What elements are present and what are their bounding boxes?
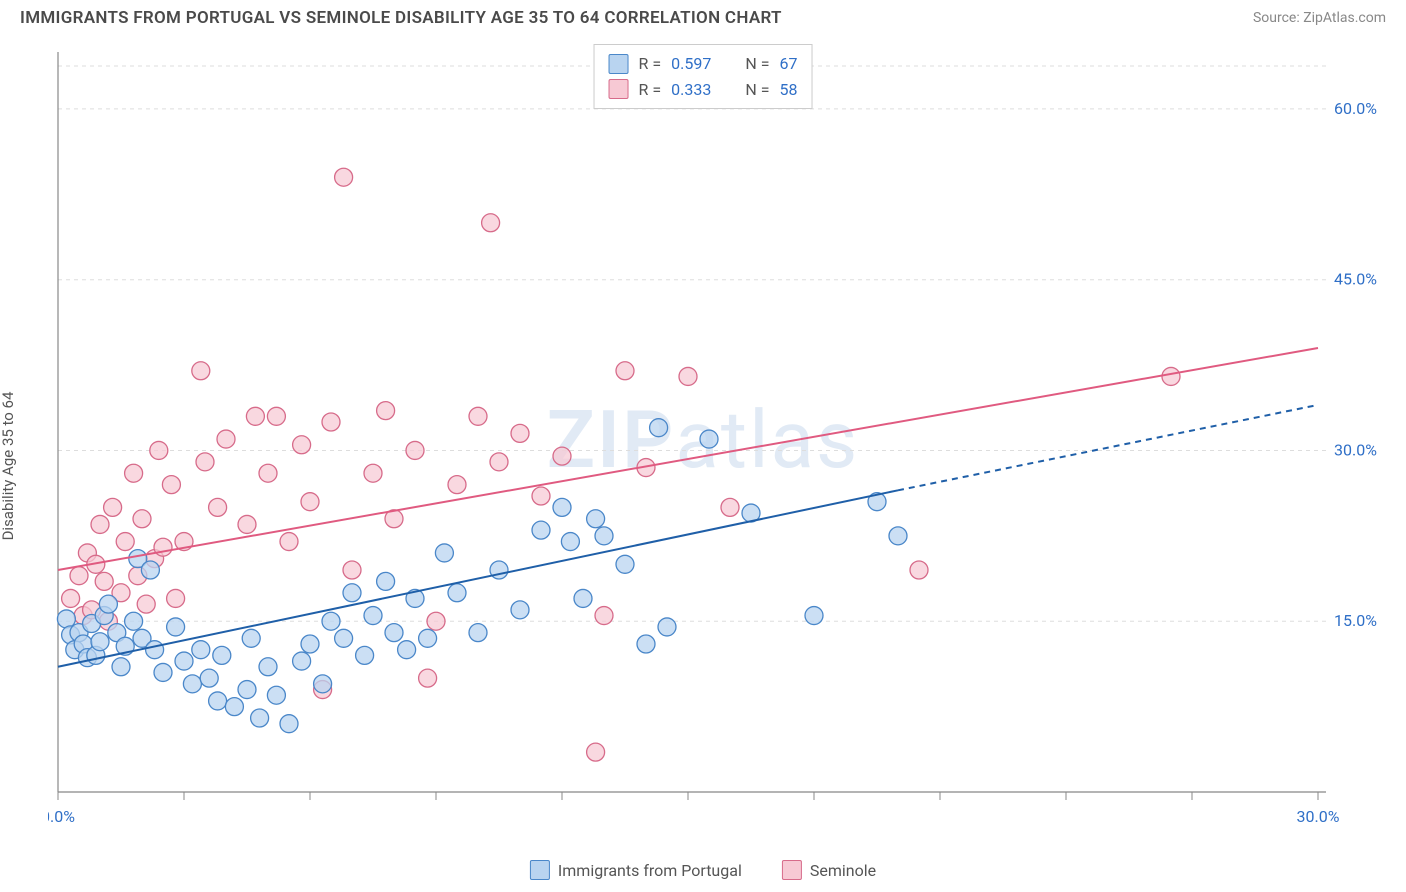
source-link[interactable]: ZipAtlas.com (1303, 10, 1386, 26)
series-legend: Immigrants from Portugal Seminole (530, 860, 876, 880)
chart-title: IMMIGRANTS FROM PORTUGAL VS SEMINOLE DIS… (20, 8, 782, 28)
scatter-plot: 15.0% 30.0% 45.0% 60.0% 0.0% 30.0% (48, 42, 1378, 832)
swatch-series-1-icon (782, 860, 802, 880)
correlation-legend: R = 0.597 N = 67 R = 0.333 N = 58 (594, 44, 813, 109)
swatch-series-0 (609, 54, 629, 74)
svg-text:0.0%: 0.0% (48, 807, 75, 826)
svg-text:30.0%: 30.0% (1334, 440, 1377, 459)
y-axis-label: Disability Age 35 to 64 (0, 392, 17, 541)
legend-row-series-1: R = 0.333 N = 58 (609, 77, 798, 103)
svg-text:45.0%: 45.0% (1334, 270, 1377, 289)
source-credit: Source: ZipAtlas.com (1253, 10, 1386, 26)
svg-text:60.0%: 60.0% (1334, 99, 1377, 118)
swatch-series-1 (609, 79, 629, 99)
legend-item-series-1: Seminole (782, 860, 876, 880)
svg-text:15.0%: 15.0% (1334, 611, 1377, 630)
legend-item-series-0: Immigrants from Portugal (530, 860, 742, 880)
svg-text:30.0%: 30.0% (1297, 807, 1340, 826)
legend-row-series-0: R = 0.597 N = 67 (609, 51, 798, 77)
swatch-series-0-icon (530, 860, 550, 880)
